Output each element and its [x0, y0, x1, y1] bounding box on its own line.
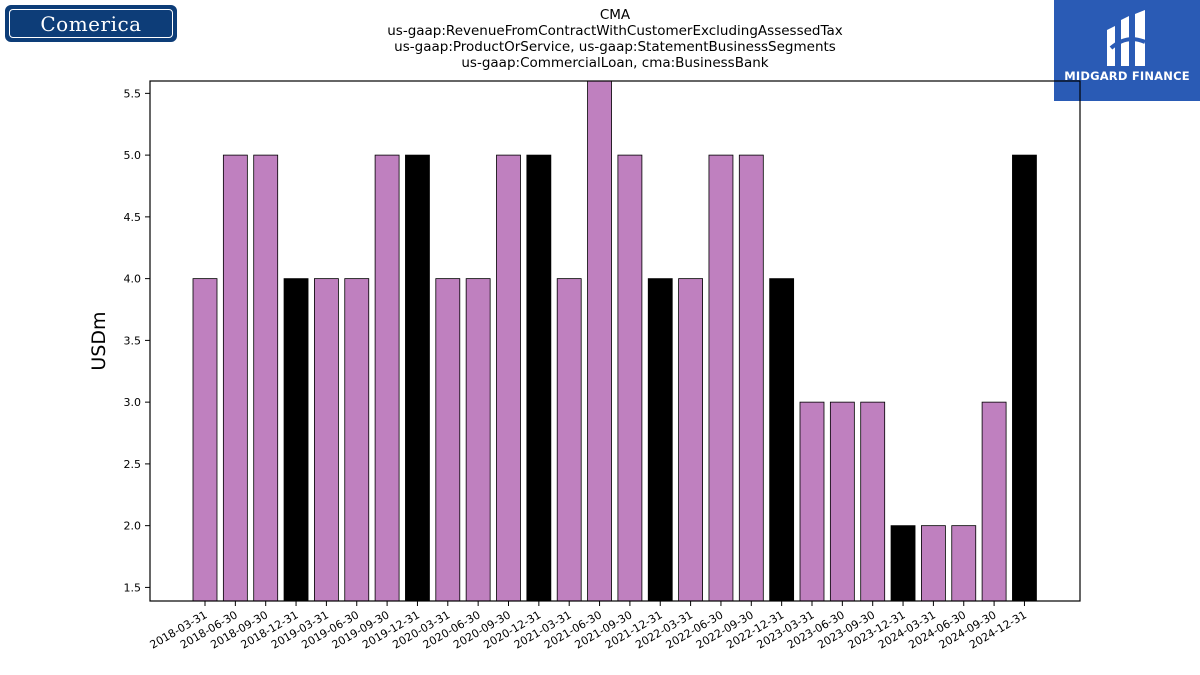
y-tick-label: 2.0	[124, 520, 142, 533]
y-tick-label: 4.5	[124, 211, 142, 224]
bar-2024-09-30	[981, 401, 1007, 601]
bar-2023-03-31	[799, 401, 825, 601]
bar-2022-12-31	[769, 278, 795, 601]
bar-2022-03-31	[678, 278, 703, 601]
bar-2018-06-30	[222, 154, 248, 601]
bars-group	[192, 81, 1037, 601]
bar-2022-06-30	[708, 154, 734, 601]
title-line-3: us-gaap:ProductOrService, us-gaap:Statem…	[394, 39, 836, 55]
y-tick-label: 3.5	[124, 334, 142, 347]
bar-2020-09-30	[496, 154, 521, 601]
bar-2019-03-31	[313, 278, 339, 601]
bar-2021-03-31	[556, 278, 582, 601]
chart-title: CMA us-gaap:RevenueFromContractWithCusto…	[300, 7, 930, 71]
bar-2019-09-30	[374, 154, 400, 601]
bar-2023-12-31	[890, 525, 916, 601]
bar-2023-09-30	[860, 401, 886, 601]
y-axis-label: USDm	[88, 311, 110, 370]
plot-frame	[149, 80, 1081, 602]
bar-2022-09-30	[738, 154, 764, 601]
logo-border: Comerica	[9, 9, 173, 38]
comerica-logo-text: Comerica	[40, 11, 142, 36]
bar-2019-12-31	[405, 154, 430, 601]
title-line-2: us-gaap:RevenueFromContractWithCustomerE…	[387, 23, 843, 39]
y-tick-label: 5.5	[124, 87, 142, 100]
y-tick-label: 4.0	[124, 273, 142, 286]
title-line-4: us-gaap:CommercialLoan, cma:BusinessBank	[461, 55, 769, 71]
y-tick-label: 5.0	[124, 149, 142, 162]
y-tick-label: 2.5	[124, 458, 142, 471]
bar-2020-03-31	[435, 278, 461, 601]
bar-2021-12-31	[647, 278, 673, 601]
midgard-finance-logo: MIDGARD FINANCE	[1054, 0, 1200, 101]
bar-2019-06-30	[344, 278, 370, 601]
bar-2018-09-30	[253, 154, 279, 601]
bar-2024-12-31	[1012, 154, 1037, 601]
bar-2018-03-31	[192, 278, 218, 601]
y-tick-label: 3.0	[124, 396, 142, 409]
y-tick-label: 1.5	[124, 581, 142, 594]
bar-2024-03-31	[921, 525, 946, 601]
comerica-logo: Comerica	[5, 5, 177, 42]
midgard-logo-text: MIDGARD FINANCE	[1064, 69, 1190, 83]
midgard-mark-icon	[1107, 10, 1146, 66]
bar-2023-06-30	[829, 401, 855, 601]
bar-2020-06-30	[465, 278, 491, 601]
bar-2018-12-31	[283, 278, 309, 601]
bar-2024-06-30	[951, 525, 977, 601]
bar-2021-09-30	[617, 154, 643, 601]
bar-2021-06-30	[587, 81, 612, 601]
title-line-1: CMA	[599, 7, 631, 23]
bar-2020-12-31	[526, 154, 552, 601]
